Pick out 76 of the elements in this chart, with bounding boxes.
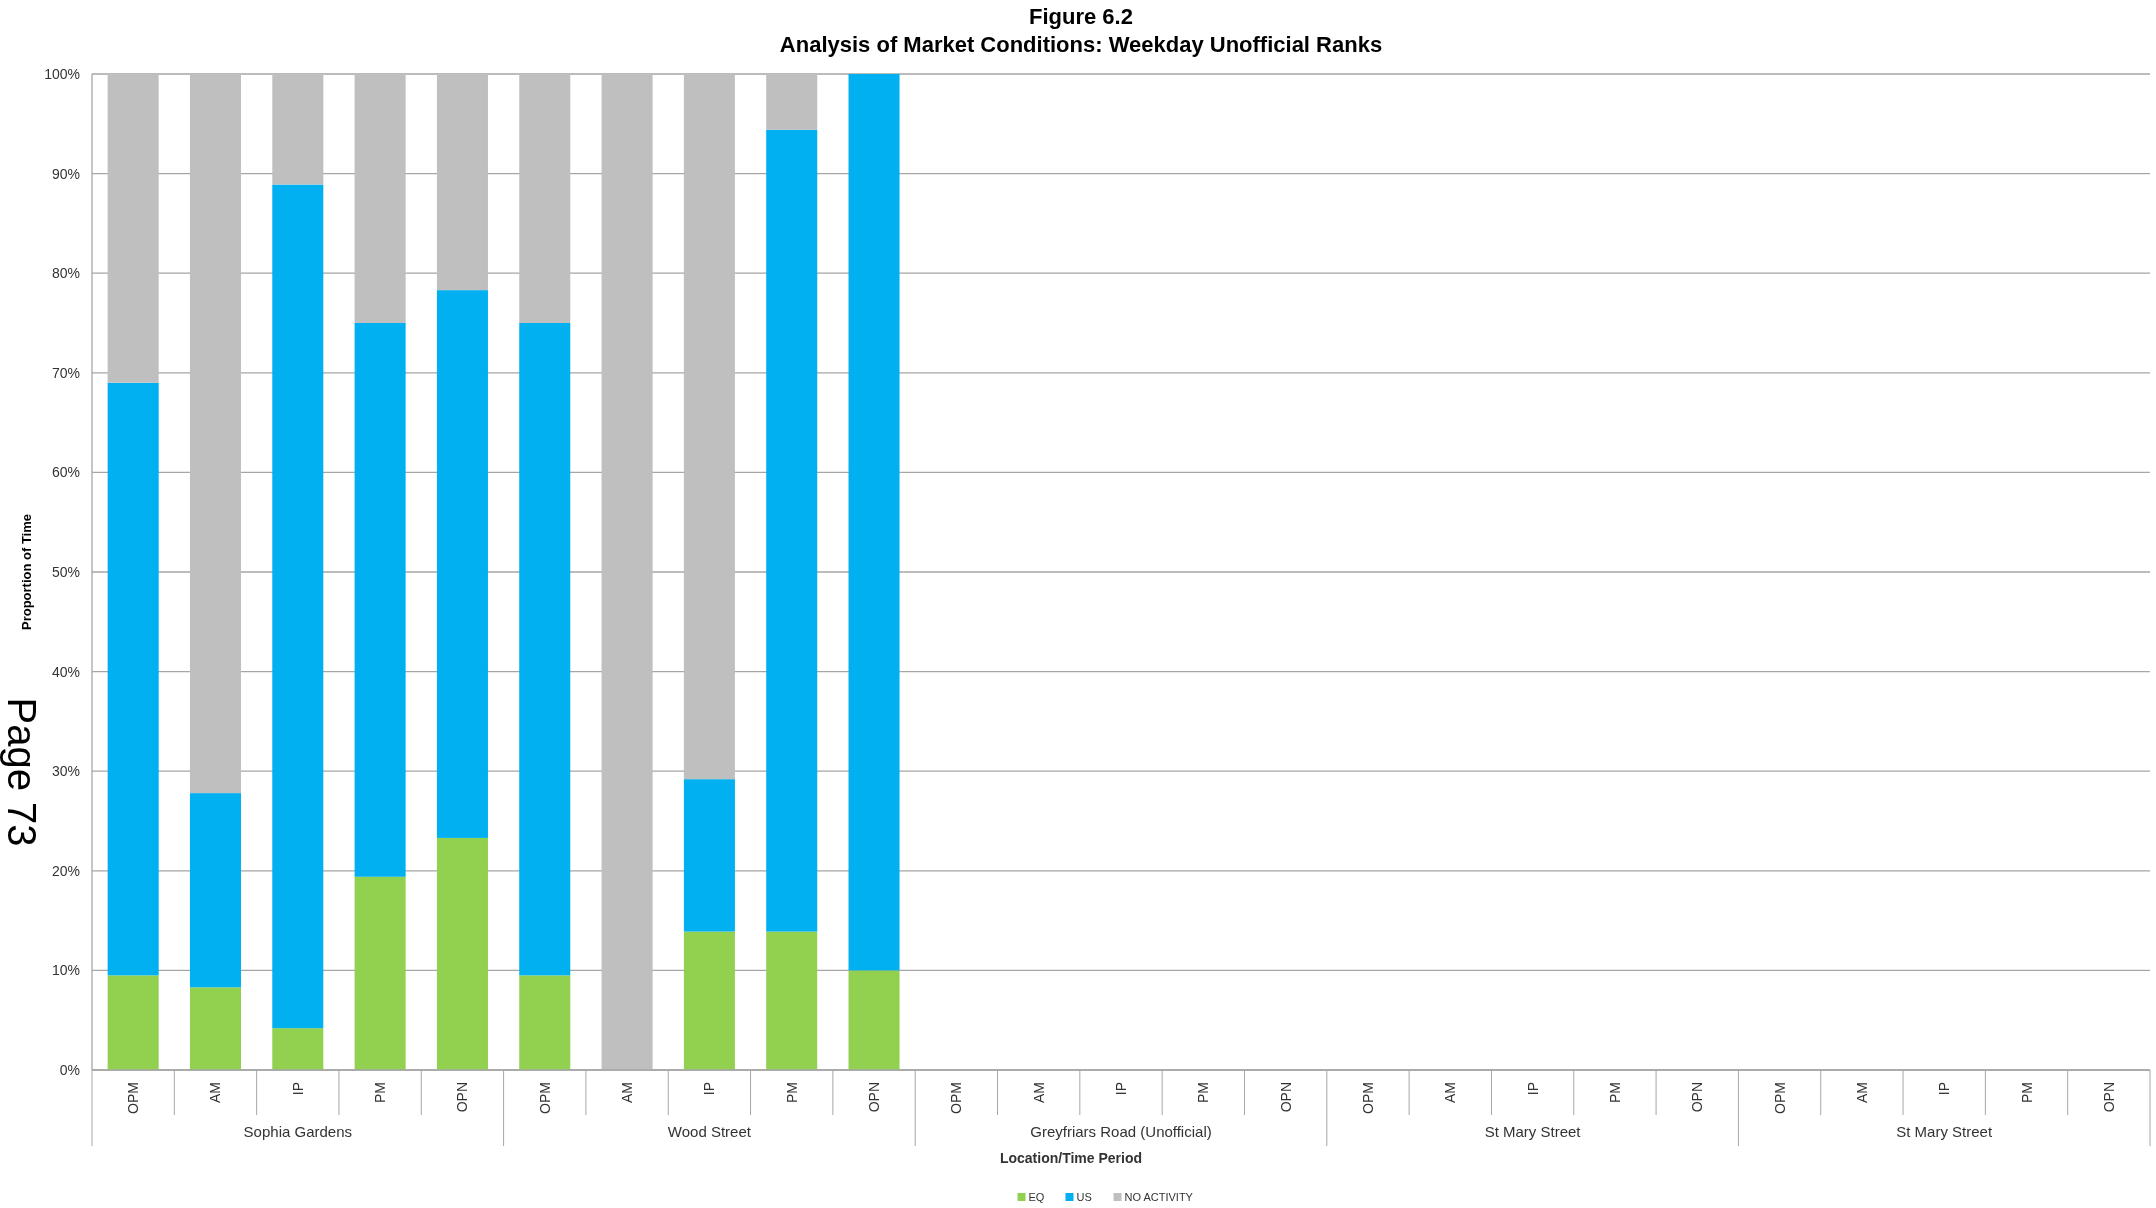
bar [354,323,406,877]
y-tick-label: 50% [51,564,80,580]
y-tick-label: 30% [51,763,80,780]
y-tick-label: 10% [51,962,80,979]
bar [107,382,159,976]
x-tick-label: OPM [1359,1082,1376,1114]
bar [766,129,818,932]
x-tick-label: OPM [125,1082,142,1114]
x-tick-label: OPM [536,1082,553,1114]
y-tick-label: 40% [51,663,80,680]
x-tick-label: OPN [866,1082,883,1113]
x-tick-label: IP [289,1082,306,1096]
x-tick-label: AM [1030,1082,1047,1103]
x-tick-label: PM [1606,1082,1623,1103]
x-axis-title: Location/Time Period [999,1150,1143,1166]
bar [272,184,324,1029]
y-tick-label: 60% [51,464,80,481]
x-tick-label: PM [783,1082,800,1103]
text: Page 73 [0,697,44,847]
y-tick-label: 90% [51,165,80,182]
bar [601,74,653,1070]
text: Greyfriars Road (Unofficial) [1030,1123,1212,1140]
bar [519,74,571,323]
bar [107,74,159,383]
bar [272,74,324,185]
x-tick-label: AM [207,1082,224,1103]
x-tick-label: PM [372,1082,389,1103]
text: Sophia Gardens [243,1123,352,1140]
x-tick-label: OPN [454,1082,471,1113]
bar [766,931,818,1070]
x-tick-label: PM [1195,1082,1212,1103]
bar [354,74,406,323]
y-tick-label: 20% [51,862,80,879]
legend-label: US [1076,1191,1092,1203]
x-tick-label: IP [701,1082,718,1096]
x-tick-label: OPN [1277,1082,1294,1113]
chart-title: Figure 6.2 [1029,4,1133,29]
bar [848,74,900,971]
bar [189,987,241,1070]
x-tick-label: OPN [1689,1082,1706,1113]
x-tick-label: OPM [1771,1082,1788,1114]
y-axis-title: Proportion of Time [19,513,34,631]
x-tick-label: AM [1853,1082,1870,1103]
bar [766,74,818,130]
y-tick-label: 70% [51,364,80,381]
bar [436,290,488,838]
text: St Mary Street [1896,1123,1993,1140]
bar [519,323,571,976]
bar [272,1028,324,1070]
y-tick-label: 100% [44,66,80,82]
bar [519,975,571,1070]
legend-label: EQ [1028,1191,1045,1203]
bar [683,74,735,780]
chart-subtitle: Analysis of Market Conditions: Weekday Unofficial Ranks [779,32,1383,57]
bar [436,837,488,1070]
x-tick-label: AM [1442,1082,1459,1103]
bar [848,970,900,1070]
text: St Mary Street [1484,1123,1582,1140]
bar [683,779,735,932]
x-tick-label: OPM [948,1082,965,1114]
y-tick-label: 0% [59,1062,80,1078]
x-tick-label: PM [2018,1082,2035,1103]
x-tick-label: OPN [2100,1082,2117,1113]
bar [436,74,488,291]
legend-label: NO ACTIVITY [1124,1191,1194,1203]
x-tick-label: AM [619,1082,636,1103]
y-tick-label: 80% [51,265,80,282]
x-tick-label: IP [1524,1082,1541,1096]
bar [189,793,241,988]
bar [107,975,159,1070]
bar [683,931,735,1070]
x-tick-label: IP [1113,1082,1129,1096]
x-tick-label: IP [1936,1082,1953,1096]
bar [189,74,241,794]
text: Wood Street [667,1123,752,1140]
bar [354,876,406,1070]
